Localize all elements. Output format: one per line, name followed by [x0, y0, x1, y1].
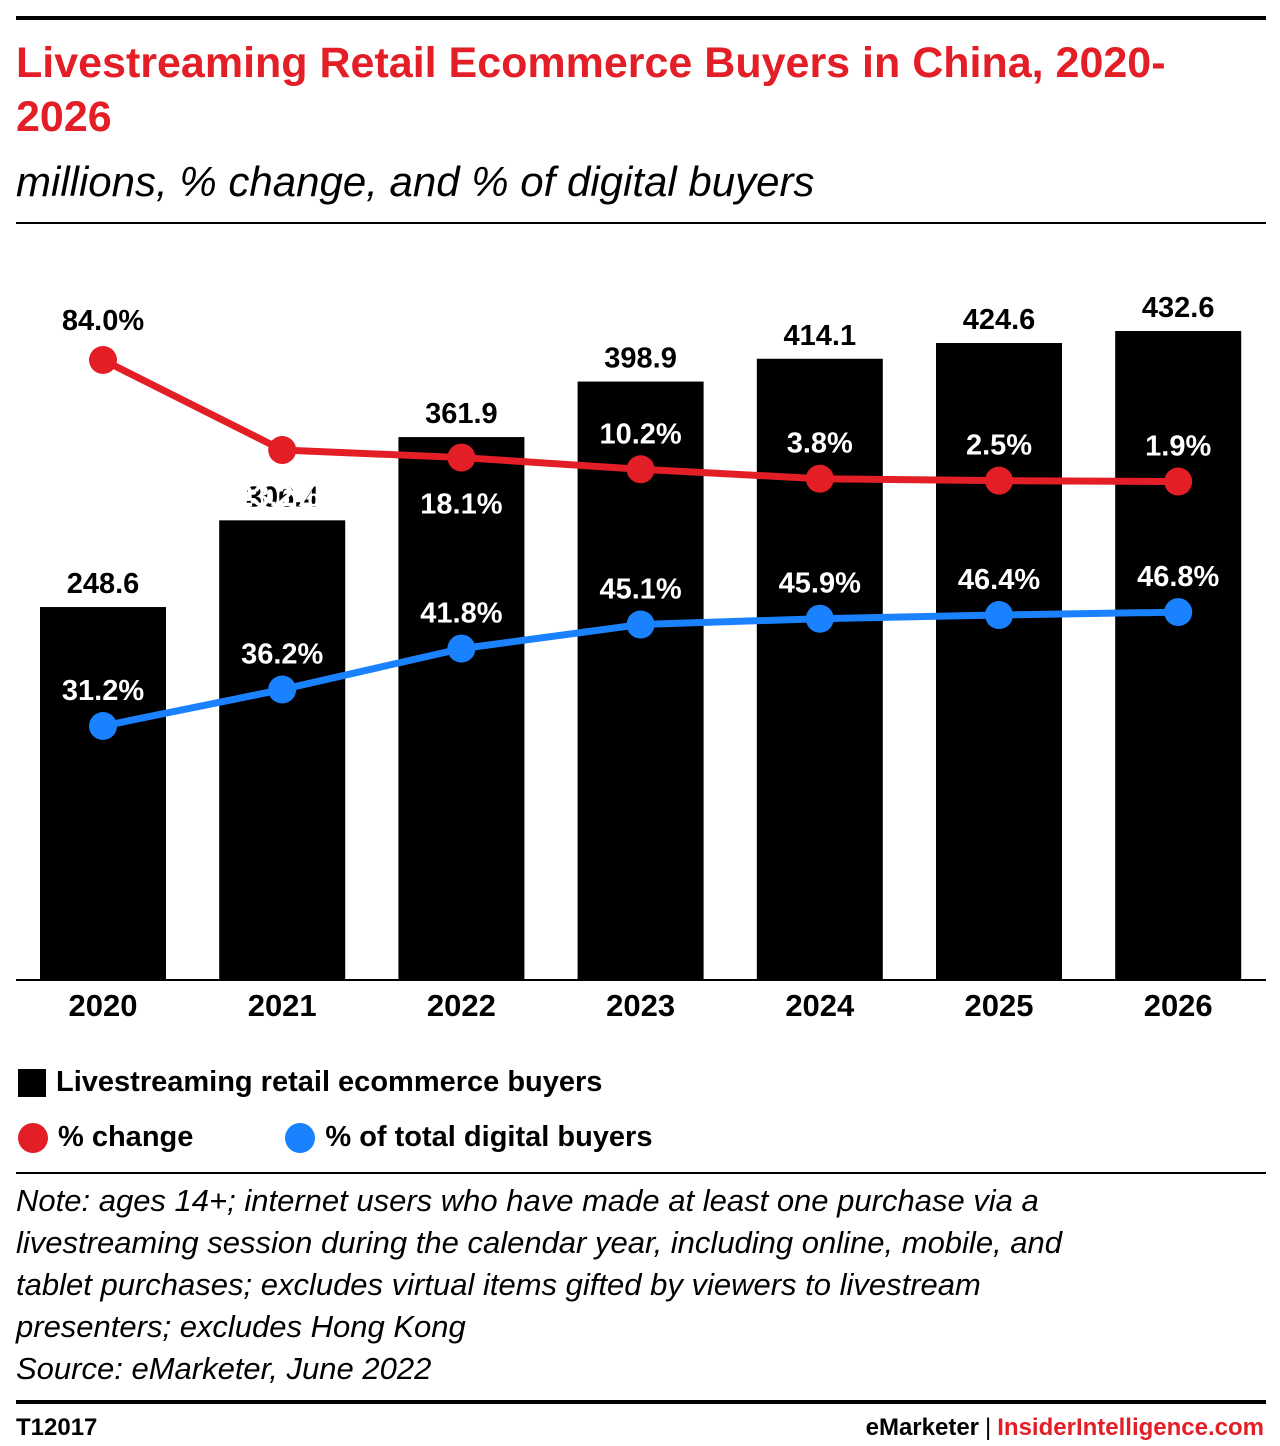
legend-item-share: % of total digital buyers	[285, 1121, 652, 1154]
chart-area: 248.6 306.4 361.9 398.9 414.1 424.6 432.6 2020 2…	[16, 292, 1266, 1023]
note-rule	[16, 1172, 1266, 1174]
share-data-label: 45.9%	[779, 568, 861, 600]
bar	[40, 607, 166, 980]
legend-bar-swatch	[18, 1068, 46, 1097]
share-data-label: 31.2%	[62, 675, 144, 707]
change-data-label: 18.1%	[420, 489, 502, 521]
share-data-label: 46.8%	[1137, 561, 1219, 593]
bar	[756, 358, 883, 980]
bar-value-label: 306.4	[246, 481, 319, 513]
bar	[1115, 331, 1242, 980]
brand-separator: |	[985, 1414, 992, 1441]
chart-id: T12017	[16, 1414, 98, 1441]
legend-bar-label: Livestreaming retail ecommerce buyers	[56, 1066, 603, 1098]
change-data-label: 23.2%	[237, 481, 319, 513]
bar-value-label: 414.1	[784, 320, 857, 352]
legend-share-label: % of total digital buyers	[325, 1121, 653, 1153]
legend-row-bars: Livestreaming retail ecommerce buyers	[18, 1066, 602, 1099]
bar-value-label: 432.6	[1142, 292, 1215, 324]
share-point	[89, 712, 117, 740]
change-point	[805, 464, 834, 493]
bar	[398, 437, 525, 980]
brand-site: InsiderIntelligence.com	[997, 1414, 1264, 1441]
x-tick-label: 2021	[248, 988, 317, 1023]
change-data-label: 1.9%	[1145, 431, 1211, 463]
legend-share-swatch	[285, 1122, 316, 1153]
chart-title: Livestreaming Retail Ecommerce Buyers in…	[16, 39, 1166, 141]
top-rule	[16, 16, 1266, 20]
change-point	[447, 443, 476, 472]
x-tick-label: 2022	[427, 988, 496, 1023]
chart-subtitle: millions, % change, and % of digital buy…	[16, 158, 815, 205]
legend-item-change: % change	[18, 1121, 193, 1154]
legend-change-swatch	[18, 1122, 48, 1153]
bar	[219, 520, 346, 980]
change-data-label: 2.5%	[966, 430, 1032, 462]
change-point	[89, 346, 117, 374]
share-point	[805, 604, 834, 633]
change-data-label: 84.0%	[62, 305, 144, 337]
legend-row-lines: % change % of total digital buyers	[18, 1121, 744, 1154]
change-point	[1164, 467, 1193, 496]
footer-brand: eMarketer | InsiderIntelligence.com	[866, 1414, 1264, 1442]
share-data-label: 41.8%	[420, 598, 502, 630]
note-line: Note: ages 14+; internet users who have …	[16, 1183, 1039, 1218]
share-point	[447, 634, 476, 663]
x-tick-label: 2023	[606, 988, 675, 1023]
change-point	[985, 466, 1013, 495]
x-tick-label: 2024	[785, 988, 855, 1023]
change-point	[626, 455, 655, 484]
change-data-label: 3.8%	[787, 428, 853, 460]
note-line: presenters; excludes Hong Kong	[16, 1309, 466, 1344]
share-data-label: 46.4%	[958, 564, 1040, 596]
brand-name: eMarketer	[865, 1414, 980, 1441]
source-line: Source: eMarketer, June 2022	[16, 1351, 432, 1386]
footer-rule	[16, 1400, 1266, 1404]
share-point	[626, 610, 655, 639]
bar-value-label: 248.6	[67, 568, 140, 600]
x-tick-label: 2020	[69, 988, 138, 1023]
chart-note: Note: ages 14+; internet users who have …	[16, 1180, 1256, 1390]
subtitle-rule	[16, 222, 1266, 224]
x-tick-label: 2026	[1144, 988, 1213, 1023]
share-data-label: 36.2%	[241, 639, 323, 671]
share-point	[985, 601, 1013, 630]
bar-value-label: 361.9	[425, 398, 498, 430]
share-point	[1164, 598, 1193, 627]
change-point	[268, 436, 297, 465]
legend-change-label: % change	[58, 1121, 194, 1153]
share-point	[268, 675, 297, 704]
note-line: livestreaming session during the calenda…	[16, 1225, 1063, 1260]
change-data-label: 10.2%	[599, 418, 681, 450]
share-data-label: 45.1%	[599, 574, 681, 606]
x-tick-label: 2025	[965, 988, 1034, 1023]
bar-value-label: 398.9	[604, 343, 677, 375]
bar	[936, 343, 1062, 980]
bar-value-label: 424.6	[963, 304, 1036, 336]
note-line: tablet purchases; excludes virtual items…	[16, 1267, 981, 1302]
